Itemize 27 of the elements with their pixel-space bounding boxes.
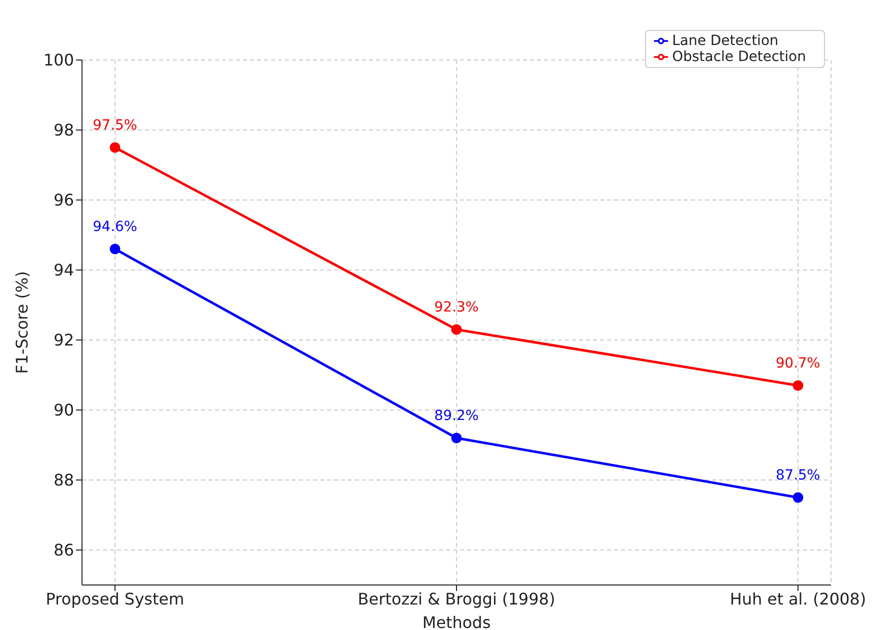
point	[792, 380, 804, 391]
y-tick-label: 88	[54, 470, 74, 490]
data-label: 94.6%	[92, 219, 138, 235]
point	[110, 142, 120, 153]
y-tick-label: 100	[43, 50, 74, 70]
x-axis-title: Methods	[422, 613, 491, 630]
legend-label: Lane Detection	[672, 33, 778, 49]
data-label: 87.5%	[776, 468, 820, 484]
legend-label: Obstacle Detection	[672, 49, 806, 65]
y-tick-label: 94	[54, 260, 74, 280]
x-tick-label: Huh et al. (2008)	[730, 589, 866, 608]
x-tick-label: Proposed System	[46, 589, 184, 608]
y-tick-label: 98	[54, 120, 74, 140]
y-tick-label: 92	[54, 330, 74, 350]
point	[792, 492, 804, 503]
y-tick-label: 96	[54, 190, 74, 210]
point	[451, 324, 462, 335]
x-tick-label: Bertozzi & Broggi (1998)	[358, 589, 556, 608]
y-tick-label: 90	[54, 400, 74, 420]
data-label: 97.5%	[92, 118, 138, 134]
data-label: 90.7%	[776, 356, 820, 372]
y-axis-title: F1-Score (%)	[12, 271, 32, 374]
point	[451, 432, 462, 444]
data-label: 89.2%	[434, 408, 479, 424]
y-tick-label: 86	[54, 540, 74, 560]
point	[110, 244, 120, 254]
data-label: 92.3%	[434, 300, 479, 316]
